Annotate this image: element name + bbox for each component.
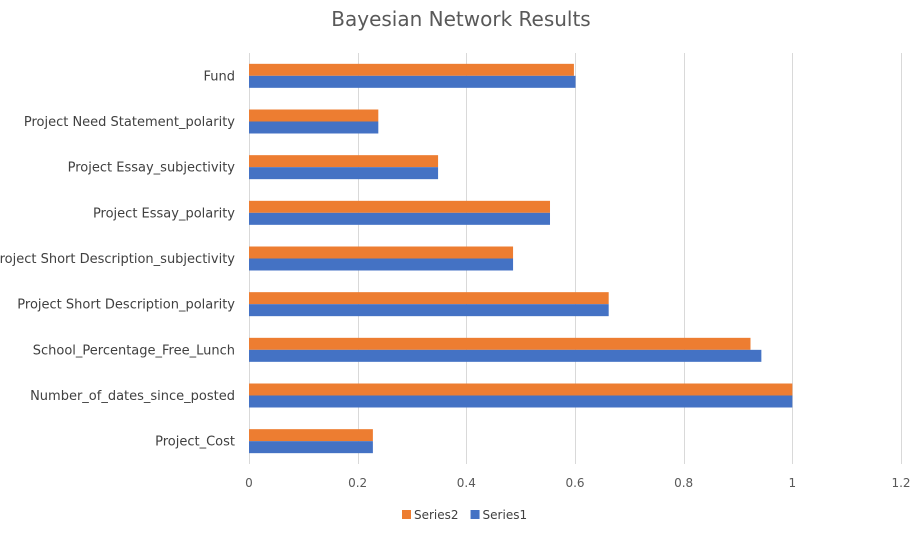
bar-series2-4 xyxy=(249,246,514,259)
bar-series1-4 xyxy=(249,258,514,271)
chart-title: Bayesian Network Results xyxy=(331,7,590,31)
x-tick-label: 1.2 xyxy=(891,476,910,490)
x-tick-label: 0.6 xyxy=(565,476,584,490)
bar-series1-5 xyxy=(249,304,609,317)
bar-series1-1 xyxy=(249,121,379,134)
x-tick-label: 0 xyxy=(245,476,253,490)
bar-series2-3 xyxy=(249,200,551,213)
x-tick-label: 0.8 xyxy=(674,476,693,490)
bars xyxy=(249,63,793,454)
legend-label-series2: Series2 xyxy=(414,508,459,522)
category-label: Fund xyxy=(204,69,236,84)
bar-series1-7 xyxy=(249,395,793,408)
x-tick-label: 0.2 xyxy=(348,476,367,490)
legend: Series2 Series1 xyxy=(402,508,527,522)
bar-series2-6 xyxy=(249,337,751,350)
bar-series1-3 xyxy=(249,212,551,225)
category-label: Project Short Description_subjectivity xyxy=(0,252,235,267)
category-label: Project Need Statement_polarity xyxy=(24,115,235,130)
category-labels: Fund Project Need Statement_polarity Proje… xyxy=(0,69,235,449)
bar-series1-2 xyxy=(249,167,439,180)
legend-label-series1: Series1 xyxy=(483,508,528,522)
x-tick-labels: 0 0.2 0.4 0.6 0.8 1 1.2 xyxy=(245,476,910,490)
category-label: Project Essay_subjectivity xyxy=(68,161,236,176)
bar-series2-0 xyxy=(249,63,574,76)
category-label: Project_Cost xyxy=(155,435,235,450)
legend-swatch-series2 xyxy=(402,510,411,519)
bar-series2-2 xyxy=(249,155,439,168)
x-tick-label: 0.4 xyxy=(457,476,476,490)
bar-series1-6 xyxy=(249,349,762,362)
category-label: Project Essay_polarity xyxy=(93,206,235,221)
bar-series2-8 xyxy=(249,429,373,442)
bar-series2-1 xyxy=(249,109,379,122)
bar-series2-7 xyxy=(249,383,793,396)
category-label: School_Percentage_Free_Lunch xyxy=(33,343,235,358)
category-label: Project Short Description_polarity xyxy=(17,298,235,313)
category-label: Number_of_dates_since_posted xyxy=(30,389,235,404)
bar-series1-8 xyxy=(249,441,373,454)
bar-series1-0 xyxy=(249,75,576,88)
bar-series2-5 xyxy=(249,292,609,305)
legend-swatch-series1 xyxy=(470,510,480,519)
x-tick-label: 1 xyxy=(789,476,797,490)
